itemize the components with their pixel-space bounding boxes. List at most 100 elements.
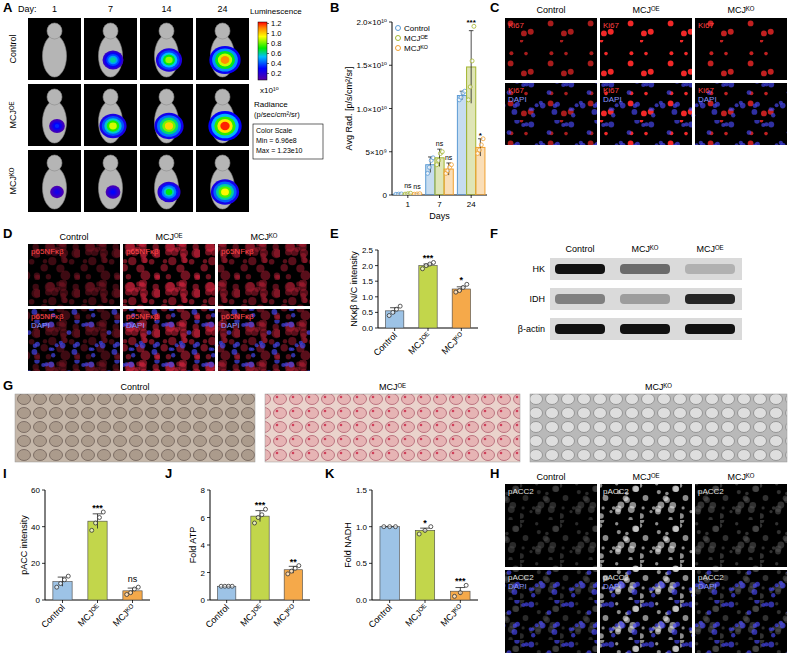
signal-blob [157, 182, 180, 203]
blot-column-label: MCJᴷᴼ [632, 244, 659, 254]
signal-blob [110, 57, 116, 62]
significance: ns [128, 574, 138, 584]
colorbar-tick-label: 0.8 [271, 39, 281, 48]
y-tick [369, 490, 372, 491]
counterstain-label: DAPI [126, 321, 145, 330]
blot-row-label: IDH [530, 294, 546, 304]
point [136, 585, 140, 589]
signal-blob [158, 50, 179, 69]
signal-blob [53, 188, 62, 196]
point [260, 513, 264, 517]
colorbar-min: Min = 6.96e8 [256, 137, 297, 144]
bar [284, 570, 302, 600]
stain-label: p65NFκβ [126, 247, 159, 256]
y-tick [389, 108, 392, 109]
point [55, 585, 59, 589]
significance: * [423, 518, 427, 528]
panel-letter: G [3, 378, 13, 393]
y-tick-label: 0 [201, 596, 206, 605]
bar [251, 516, 269, 600]
signal-blob [164, 187, 175, 197]
significance: *** [255, 500, 266, 510]
micrograph [218, 309, 310, 371]
y-tick-label: 0 [36, 596, 41, 605]
stain-label: pACC2 [508, 573, 534, 582]
counterstain-label: DAPI [31, 321, 50, 330]
signal-blob [107, 120, 120, 131]
point [391, 310, 395, 314]
day-label: Day: [18, 4, 37, 14]
mouse-head [47, 23, 62, 39]
point [393, 525, 397, 529]
point [461, 285, 465, 289]
histology-image [15, 394, 255, 462]
signal-blob [108, 188, 117, 197]
column-label: MCJᴼᴱ [379, 382, 406, 392]
point [466, 98, 470, 102]
y-tick [389, 22, 392, 23]
stain-label: Ki67 [603, 21, 620, 30]
colorbar-tick [267, 43, 269, 44]
point [290, 569, 294, 573]
blot-band [555, 294, 605, 304]
chart: 0.00.51.01.52.02.5NKκβ N/C intensity****… [349, 246, 478, 358]
micrograph [695, 83, 787, 145]
point [421, 267, 425, 271]
signal-blob [108, 56, 118, 65]
point [253, 521, 257, 525]
x-tick [425, 600, 426, 603]
bar [451, 591, 470, 600]
blot-strip [550, 288, 742, 310]
mouse-body [99, 35, 123, 77]
y-tick [375, 328, 378, 329]
point [388, 525, 392, 529]
point [230, 584, 234, 588]
stain-channel [695, 484, 787, 567]
stain-channel [505, 484, 597, 567]
panel-a: Day:171424ControlMCJᴼᴱMCJᴷᴼLuminescence1… [8, 4, 323, 212]
stain-label: Ki67 [603, 86, 620, 95]
panel-letter: I [3, 466, 7, 481]
group-label: Control [8, 34, 18, 63]
signal-blob [216, 184, 234, 200]
mouse-image [84, 18, 137, 80]
error-bar [471, 31, 472, 104]
chart: 02468Fold ATP*****ControlMCJᴼᴱMCJᴷᴼ [188, 486, 310, 630]
stain-channel [695, 83, 787, 145]
point [458, 591, 462, 595]
signal-blob [99, 114, 126, 138]
signal-blob [106, 54, 119, 66]
y-tick [369, 600, 372, 601]
y-tick [375, 281, 378, 282]
error-cap [58, 577, 68, 578]
x-tick [226, 600, 227, 603]
stain-label: p65NFκβ [221, 247, 254, 256]
point [429, 525, 433, 529]
stain-label: Ki67 [508, 86, 525, 95]
x-tick-label: Control [366, 602, 394, 630]
panel-letter: C [490, 0, 500, 15]
micrograph-panel: Controlp65NFκβp65NFκβDAPIMCJᴼᴱp65NFκβp65… [28, 232, 310, 371]
signal-blob [162, 185, 177, 198]
signal-blob [54, 189, 60, 195]
y-tick [207, 490, 210, 491]
micrograph [218, 244, 310, 306]
point [449, 163, 453, 167]
colorbar-unit-title: Radiance [254, 100, 288, 109]
bar [467, 67, 476, 195]
signal-blob [51, 187, 62, 197]
point [132, 587, 136, 591]
stain-channel [218, 309, 310, 371]
signal-blob [221, 56, 230, 64]
point [94, 521, 98, 525]
significance: ** [290, 557, 298, 567]
bar [380, 527, 399, 600]
y-tick-label: 1.5 [362, 277, 374, 286]
colorbar-tick [267, 23, 269, 24]
significance: *** [92, 503, 103, 513]
x-tick-label: Control [203, 602, 231, 630]
counterstain-label: DAPI [698, 582, 717, 591]
point [453, 594, 457, 598]
stain-channel [123, 309, 215, 371]
signal-blob [217, 119, 232, 133]
